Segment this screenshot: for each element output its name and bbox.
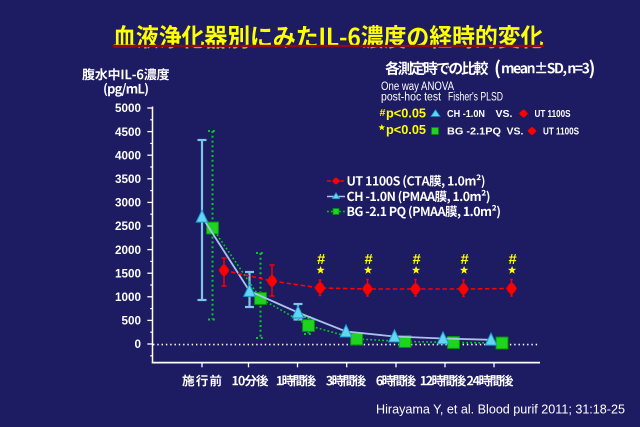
svg-text:#: # <box>317 252 325 268</box>
svg-text:VS.: VS. <box>507 126 524 138</box>
svg-text:One way ANOVA: One way ANOVA <box>381 81 454 93</box>
svg-text:post-hoc test: post-hoc test <box>381 91 442 103</box>
svg-text:Hirayama Y, et al. Blood purif: Hirayama Y, et al. Blood purif 2011; 31:… <box>376 401 625 416</box>
svg-text:3500: 3500 <box>115 173 142 186</box>
svg-text:UT 1100S: UT 1100S <box>543 126 579 138</box>
svg-text:3000: 3000 <box>115 197 142 210</box>
svg-text:Fisher's PLSD: Fisher's PLSD <box>448 91 503 103</box>
svg-text:UT 1100S: UT 1100S <box>535 108 571 120</box>
svg-text:BG -2.1PQ: BG -2.1PQ <box>447 126 501 138</box>
svg-text:500: 500 <box>121 315 141 328</box>
svg-text:#: # <box>413 252 421 268</box>
svg-text:#: # <box>509 252 517 268</box>
svg-text:4000: 4000 <box>115 149 142 162</box>
svg-text:#: # <box>365 252 373 268</box>
svg-text:VS.: VS. <box>496 108 513 120</box>
svg-text:p<0.05: p<0.05 <box>386 106 426 121</box>
svg-text:2000: 2000 <box>115 244 142 257</box>
svg-text:0: 0 <box>134 338 141 351</box>
svg-text:1500: 1500 <box>115 267 142 280</box>
svg-text:#: # <box>380 107 386 119</box>
svg-text:CH -1.0N: CH -1.0N <box>447 108 485 120</box>
svg-text:p<0.05: p<0.05 <box>386 122 426 137</box>
svg-text:1000: 1000 <box>115 291 142 304</box>
svg-text:2500: 2500 <box>115 220 142 233</box>
svg-text:4500: 4500 <box>115 126 142 139</box>
svg-text:5000: 5000 <box>115 102 142 115</box>
svg-text:#: # <box>461 252 469 268</box>
